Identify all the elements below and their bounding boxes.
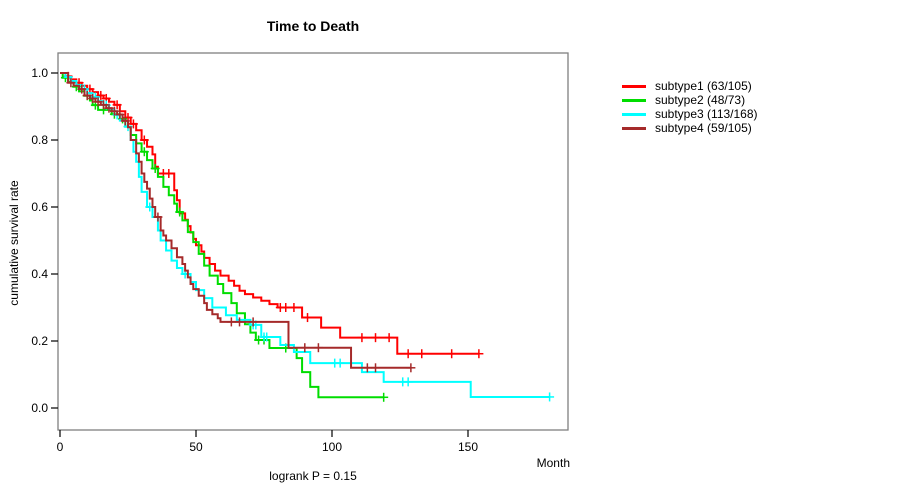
- legend-label: subtype2 (48/73): [655, 93, 746, 107]
- legend: subtype1 (63/105) subtype2 (48/73) subty…: [622, 79, 758, 135]
- svg-text:0.4: 0.4: [31, 267, 48, 281]
- legend-line-icon: [622, 84, 646, 88]
- x-axis-label: Month: [536, 456, 570, 470]
- legend-row-subtype1: subtype1 (63/105): [622, 79, 758, 93]
- svg-text:0: 0: [57, 440, 64, 454]
- legend-row-subtype4: subtype4 (59/105): [622, 121, 758, 135]
- y-axis-label: cumulative survival rate: [7, 180, 21, 306]
- legend-row-subtype2: subtype2 (48/73): [622, 93, 758, 107]
- svg-text:0.0: 0.0: [31, 401, 48, 415]
- legend-line-icon: [622, 98, 646, 102]
- legend-label: subtype4 (59/105): [655, 121, 752, 135]
- logrank-annotation: logrank P = 0.15: [269, 469, 357, 483]
- svg-text:0.2: 0.2: [31, 334, 48, 348]
- svg-text:150: 150: [458, 440, 478, 454]
- legend-row-subtype3: subtype3 (113/168): [622, 107, 758, 121]
- legend-line-icon: [622, 112, 646, 116]
- svg-text:50: 50: [189, 440, 203, 454]
- svg-text:1.0: 1.0: [31, 66, 48, 80]
- svg-text:0.8: 0.8: [31, 133, 48, 147]
- legend-label: subtype1 (63/105): [655, 79, 752, 93]
- legend-label: subtype3 (113/168): [655, 107, 758, 121]
- legend-line-icon: [622, 126, 646, 130]
- svg-text:100: 100: [322, 440, 342, 454]
- chart-title: Time to Death: [266, 18, 360, 34]
- svg-text:0.6: 0.6: [31, 200, 48, 214]
